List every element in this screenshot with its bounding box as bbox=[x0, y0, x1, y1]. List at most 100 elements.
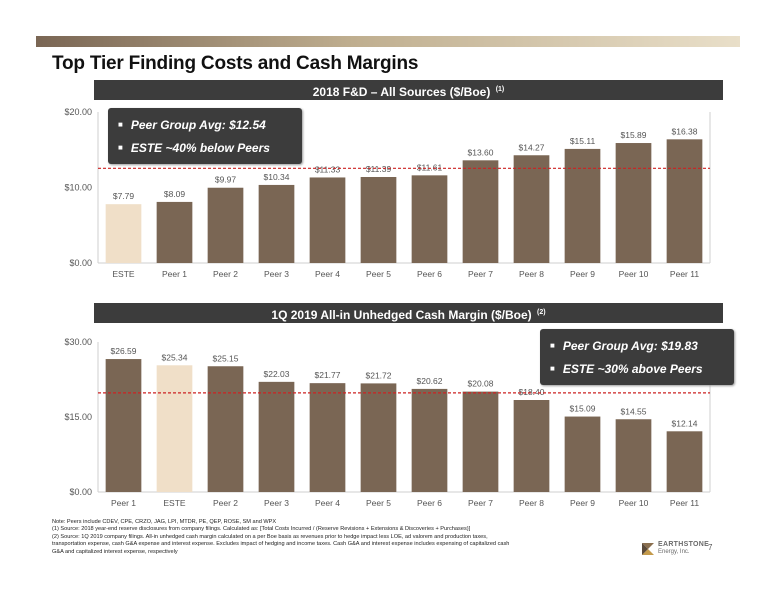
data-label: $7.79 bbox=[113, 191, 135, 201]
chart1-callout: ■ Peer Group Avg: $12.54 ■ ESTE ~40% below… bbox=[108, 108, 302, 164]
x-tick-label: Peer 5 bbox=[366, 269, 391, 279]
x-tick-label: ESTE bbox=[112, 269, 135, 279]
data-label: $11.33 bbox=[315, 164, 341, 174]
chart1-title: 2018 F&D – All Sources ($/Boe) bbox=[312, 85, 491, 99]
x-tick-label: Peer 6 bbox=[417, 269, 442, 279]
bullet-icon: ■ bbox=[118, 120, 123, 129]
x-tick-label: Peer 2 bbox=[213, 498, 238, 508]
bar bbox=[258, 184, 295, 263]
chart1-header: 2018 F&D – All Sources ($/Boe) (1) bbox=[94, 80, 723, 100]
chart1-footnote-ref: (1) bbox=[495, 86, 505, 93]
data-label: $11.39 bbox=[366, 164, 392, 174]
earthstone-logo-icon bbox=[642, 542, 654, 555]
x-tick-label: Peer 7 bbox=[468, 269, 493, 279]
data-label: $8.09 bbox=[164, 189, 186, 199]
bar bbox=[258, 381, 295, 492]
chart1-callout-este: ESTE ~40% below Peers bbox=[130, 140, 270, 155]
bar bbox=[309, 383, 346, 492]
bar bbox=[513, 400, 550, 492]
x-tick-label: Peer 3 bbox=[264, 269, 289, 279]
x-tick-label: Peer 6 bbox=[417, 498, 442, 508]
x-tick-label: Peer 8 bbox=[519, 269, 544, 279]
bar bbox=[513, 155, 550, 263]
x-tick-label: Peer 11 bbox=[670, 498, 699, 508]
data-label: $16.38 bbox=[672, 126, 698, 136]
bar bbox=[615, 419, 652, 492]
bar bbox=[156, 201, 193, 263]
bar bbox=[105, 204, 142, 263]
bar bbox=[105, 359, 142, 492]
bar bbox=[309, 177, 346, 263]
footnotes: Note: Peers include CDEV, CPE, CRZO, JAG… bbox=[52, 519, 642, 556]
data-label: $15.11 bbox=[570, 136, 596, 146]
chart2-callout: ■ Peer Group Avg: $19.83 ■ ESTE ~30% above… bbox=[540, 329, 734, 385]
bar bbox=[411, 175, 448, 263]
bar bbox=[411, 388, 448, 492]
note-2b: transportation expense, cash G&A expense… bbox=[52, 541, 510, 548]
note-1: (1) Source: 2018 year-end reserve disclo… bbox=[52, 526, 471, 533]
x-tick-label: Peer 4 bbox=[315, 498, 340, 508]
y-tick-label: $10.00 bbox=[64, 183, 92, 193]
chart2-footnote-ref: (2) bbox=[537, 309, 546, 316]
bar bbox=[360, 177, 397, 263]
x-tick-label: Peer 9 bbox=[570, 498, 595, 508]
x-tick-label: Peer 3 bbox=[264, 498, 289, 508]
x-tick-label: Peer 1 bbox=[162, 269, 187, 279]
data-label: $22.03 bbox=[264, 369, 290, 379]
x-tick-label: Peer 5 bbox=[366, 498, 391, 508]
chart1-fd-costs: $0.00 $10.00 $20.00 $7.79 ESTE $8.09 Peer 1 $9.… bbox=[64, 107, 711, 279]
bar bbox=[462, 160, 499, 263]
bar bbox=[156, 365, 193, 492]
company-logo: EARTHSTONE Energy, Inc. bbox=[642, 541, 709, 556]
bar bbox=[666, 431, 703, 492]
note-2a: (2) Source: 1Q 2019 company filings. All… bbox=[52, 533, 488, 540]
x-tick-label: Peer 8 bbox=[519, 498, 544, 508]
x-tick-label: ESTE bbox=[163, 498, 186, 508]
top-accent-bar bbox=[36, 36, 740, 47]
data-label: $12.14 bbox=[672, 418, 698, 428]
bullet-icon: ■ bbox=[118, 143, 123, 152]
y-tick-label: $30.00 bbox=[64, 337, 92, 347]
page-title: Top Tier Finding Costs and Cash Margins bbox=[52, 53, 419, 74]
chart2-callout-este: ESTE ~30% above Peers bbox=[562, 361, 703, 376]
data-label: $14.27 bbox=[519, 142, 545, 152]
x-tick-label: Peer 10 bbox=[619, 269, 649, 279]
bar bbox=[564, 416, 601, 492]
x-tick-label: Peer 10 bbox=[619, 498, 649, 508]
logo-sub: Energy, Inc. bbox=[658, 549, 690, 555]
data-label: $15.89 bbox=[621, 130, 647, 140]
bar bbox=[462, 391, 499, 492]
x-tick-label: Peer 2 bbox=[213, 269, 238, 279]
y-tick-label: $15.00 bbox=[64, 412, 92, 422]
x-tick-label: Peer 11 bbox=[670, 269, 699, 279]
data-label: $15.09 bbox=[570, 404, 596, 414]
y-tick-label: $20.00 bbox=[64, 107, 92, 117]
bullet-icon: ■ bbox=[550, 341, 555, 350]
bar bbox=[360, 383, 397, 492]
y-tick-label: $0.00 bbox=[69, 487, 92, 497]
data-label: $26.59 bbox=[111, 346, 137, 356]
data-label: $11.61 bbox=[417, 162, 443, 172]
data-label: $13.60 bbox=[468, 147, 494, 157]
logo-name: EARTHSTONE bbox=[658, 541, 710, 548]
x-tick-label: Peer 9 bbox=[570, 269, 595, 279]
y-tick-label: $0.00 bbox=[69, 258, 92, 268]
data-label: $20.08 bbox=[468, 379, 494, 389]
bar bbox=[207, 366, 244, 492]
data-label: $14.55 bbox=[621, 406, 647, 416]
x-tick-label: Peer 1 bbox=[111, 498, 136, 508]
data-label: $10.34 bbox=[264, 172, 290, 182]
bar bbox=[207, 187, 244, 263]
data-label: $18.40 bbox=[519, 387, 545, 397]
bullet-icon: ■ bbox=[550, 364, 555, 373]
data-label: $21.72 bbox=[366, 370, 392, 380]
data-label: $9.97 bbox=[215, 175, 237, 185]
note-peers: Note: Peers include CDEV, CPE, CRZO, JAG… bbox=[52, 519, 277, 525]
page-number: 7 bbox=[708, 543, 713, 552]
chart2-callout-avg: Peer Group Avg: $19.83 bbox=[562, 338, 698, 353]
chart2-title: 1Q 2019 All-in Unhedged Cash Margin ($/B… bbox=[271, 308, 532, 322]
bar bbox=[666, 139, 703, 263]
bar bbox=[564, 148, 601, 263]
data-label: $21.77 bbox=[315, 370, 341, 380]
data-label: $20.62 bbox=[417, 376, 443, 386]
